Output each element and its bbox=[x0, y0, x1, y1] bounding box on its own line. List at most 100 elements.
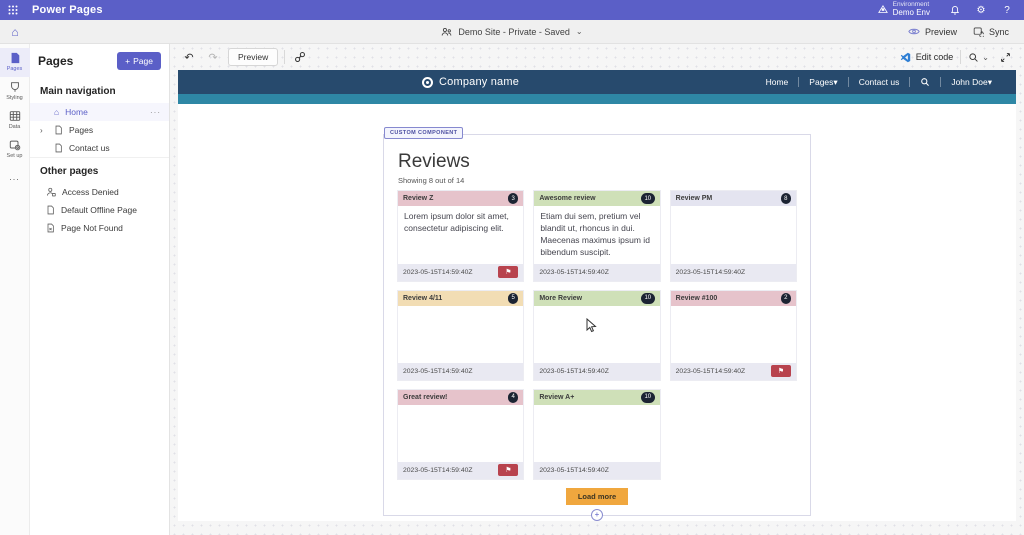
studio-home-button[interactable]: ⌂ bbox=[0, 20, 30, 44]
review-card-footer: 2023-05-15T14:59:40Z ⚑ bbox=[398, 362, 524, 380]
site-status-text: Demo Site - Private - Saved bbox=[458, 26, 570, 37]
review-card-header: Awesome review 10 bbox=[534, 191, 660, 206]
sync-button[interactable]: Sync bbox=[966, 23, 1016, 40]
canvas-preview-button[interactable]: Preview bbox=[228, 48, 279, 66]
sidebar-item-contact-us[interactable]: Contact us bbox=[30, 139, 169, 157]
fullscreen-button[interactable] bbox=[996, 48, 1014, 66]
review-body-text bbox=[534, 306, 659, 363]
sync-label: Sync bbox=[988, 26, 1009, 37]
review-card-header: Review A+ 10 bbox=[534, 389, 660, 405]
site-people-icon bbox=[441, 27, 452, 37]
insert-component-plus-icon[interactable]: + bbox=[591, 508, 603, 521]
notifications-button[interactable] bbox=[944, 0, 966, 20]
rail-item-data[interactable]: Data bbox=[0, 106, 30, 135]
review-card[interactable]: Review A+ 10 2023-05-15T14:59:40Z ⚑ bbox=[534, 389, 660, 479]
sidebar-item-home[interactable]: ⌂ Home ··· bbox=[30, 103, 169, 121]
person-lock-icon bbox=[46, 187, 56, 197]
chevron-right-icon[interactable]: › bbox=[40, 125, 43, 135]
review-title: Review A+ bbox=[539, 393, 575, 401]
setup-icon bbox=[9, 139, 21, 151]
page-more-options-icon[interactable]: ··· bbox=[150, 107, 161, 117]
review-body-text bbox=[534, 405, 659, 462]
environment-icon bbox=[877, 5, 888, 15]
preview-site-button[interactable]: Preview bbox=[901, 24, 964, 40]
pages-icon bbox=[9, 52, 21, 64]
review-card-footer: 2023-05-15T14:59:40Z ⚑ bbox=[670, 362, 796, 380]
expand-icon bbox=[1000, 52, 1011, 63]
review-card-header: Review 4/11 5 bbox=[398, 290, 524, 306]
review-card[interactable]: Review Z 3 Lorem ipsum dolor sit amet, c… bbox=[398, 191, 524, 281]
pages-panel-title: Pages bbox=[38, 54, 74, 68]
reviews-grid: Review Z 3 Lorem ipsum dolor sit amet, c… bbox=[398, 191, 796, 479]
review-timestamp: 2023-05-15T14:59:40Z bbox=[403, 466, 473, 474]
rail-item-setup[interactable]: Set up bbox=[0, 135, 30, 164]
review-card-header: Review #100 2 bbox=[670, 290, 796, 306]
site-header[interactable]: Company name Home Pages▾ Contact us bbox=[178, 70, 1016, 94]
review-card[interactable]: Awesome review 10 Etiam dui sem, pretium… bbox=[534, 191, 660, 281]
left-rail: Pages Styling Data bbox=[0, 44, 30, 535]
reviews-component[interactable]: CUSTOM COMPONENT Reviews Showing 8 out o… bbox=[383, 127, 811, 521]
review-card-footer: 2023-05-15T14:59:40Z ⚑ bbox=[534, 461, 660, 479]
page-error-icon bbox=[46, 223, 55, 233]
site-nav-home[interactable]: Home bbox=[765, 77, 789, 87]
company-name: Company name bbox=[439, 76, 520, 88]
review-card[interactable]: More Review 10 2023-05-15T14:59:40Z ⚑ bbox=[534, 290, 660, 380]
review-timestamp: 2023-05-15T14:59:40Z bbox=[539, 466, 609, 474]
review-card-footer: 2023-05-15T14:59:40Z ⚑ bbox=[534, 263, 660, 281]
zoom-control[interactable]: ⌄ bbox=[968, 52, 989, 63]
review-title: Review PM bbox=[675, 195, 713, 202]
waffle-menu-icon[interactable] bbox=[0, 0, 26, 20]
sidebar-item-page-not-found[interactable]: Page Not Found bbox=[30, 219, 169, 237]
review-card-footer: 2023-05-15T14:59:40Z ⚑ bbox=[534, 362, 660, 380]
sidebar-item-default-offline-page[interactable]: Default Offline Page bbox=[30, 201, 169, 219]
redo-icon: ↷ bbox=[208, 51, 218, 64]
chevron-down-icon: ⌄ bbox=[575, 27, 583, 36]
redo-button[interactable]: ↷ bbox=[204, 48, 222, 66]
edit-code-button[interactable]: Edit code bbox=[900, 52, 953, 63]
review-card-footer: 2023-05-15T14:59:40Z ⚑ bbox=[670, 263, 796, 281]
load-more-button[interactable]: Load more bbox=[565, 487, 629, 505]
rail-more-button[interactable]: ... bbox=[9, 172, 20, 182]
company-logo-icon bbox=[422, 76, 433, 88]
review-card[interactable]: Great review! 4 2023-05-15T14:59:40Z ⚑ bbox=[398, 389, 524, 479]
other-pages-heading: Other pages bbox=[30, 157, 169, 183]
review-card[interactable]: Review #100 2 2023-05-15T14:59:40Z ⚑ bbox=[670, 290, 796, 380]
review-body-text bbox=[671, 206, 796, 264]
rail-item-styling[interactable]: Styling bbox=[0, 77, 30, 106]
chevron-down-icon: ⌄ bbox=[982, 52, 989, 62]
sidebar-item-pages[interactable]: › Pages bbox=[40, 125, 94, 135]
site-nav-user[interactable]: John Doe▾ bbox=[951, 76, 992, 87]
gear-icon: ⚙ bbox=[976, 4, 986, 16]
site-nav-contact-us[interactable]: Contact us bbox=[858, 77, 900, 87]
settings-button[interactable]: ⚙ bbox=[970, 0, 992, 20]
review-body-text bbox=[398, 306, 523, 363]
rail-item-pages[interactable]: Pages bbox=[0, 48, 30, 77]
review-card[interactable]: Review 4/11 5 2023-05-15T14:59:40Z ⚑ bbox=[398, 290, 524, 380]
link-button[interactable] bbox=[291, 48, 309, 66]
home-icon: ⌂ bbox=[54, 107, 60, 117]
flag-button[interactable]: ⚑ bbox=[498, 266, 519, 279]
review-title: More Review bbox=[539, 294, 583, 302]
add-page-button[interactable]: + Page bbox=[117, 52, 161, 70]
flag-icon: ⚑ bbox=[505, 268, 512, 276]
flag-icon: ⚑ bbox=[505, 466, 512, 474]
review-title: Review 4/11 bbox=[403, 294, 443, 302]
sidebar-item-access-denied[interactable]: Access Denied bbox=[30, 183, 169, 201]
main-navigation-heading: Main navigation bbox=[40, 86, 116, 97]
app-top-bar: Power Pages Environment Demo Env ⚙ bbox=[0, 0, 1024, 20]
flag-button[interactable]: ⚑ bbox=[771, 365, 791, 378]
review-card[interactable]: Review PM 8 2023-05-15T14:59:40Z ⚑ bbox=[670, 191, 796, 281]
review-count-badge: 8 bbox=[780, 193, 791, 204]
app-title: Power Pages bbox=[32, 4, 103, 16]
link-icon bbox=[294, 51, 306, 63]
flag-button[interactable]: ⚑ bbox=[498, 464, 519, 477]
undo-button[interactable]: ↶ bbox=[180, 48, 198, 66]
canvas-toolbar: ↶ ↷ Preview bbox=[170, 44, 1024, 70]
site-nav-pages[interactable]: Pages▾ bbox=[809, 76, 838, 87]
help-button[interactable]: ? bbox=[996, 0, 1018, 20]
site-switcher[interactable]: Demo Site - Private - Saved ⌄ bbox=[441, 26, 583, 37]
site-search-icon[interactable] bbox=[910, 77, 940, 87]
environment-picker[interactable]: Environment Demo Env bbox=[868, 0, 940, 20]
review-timestamp: 2023-05-15T14:59:40Z bbox=[403, 367, 473, 375]
